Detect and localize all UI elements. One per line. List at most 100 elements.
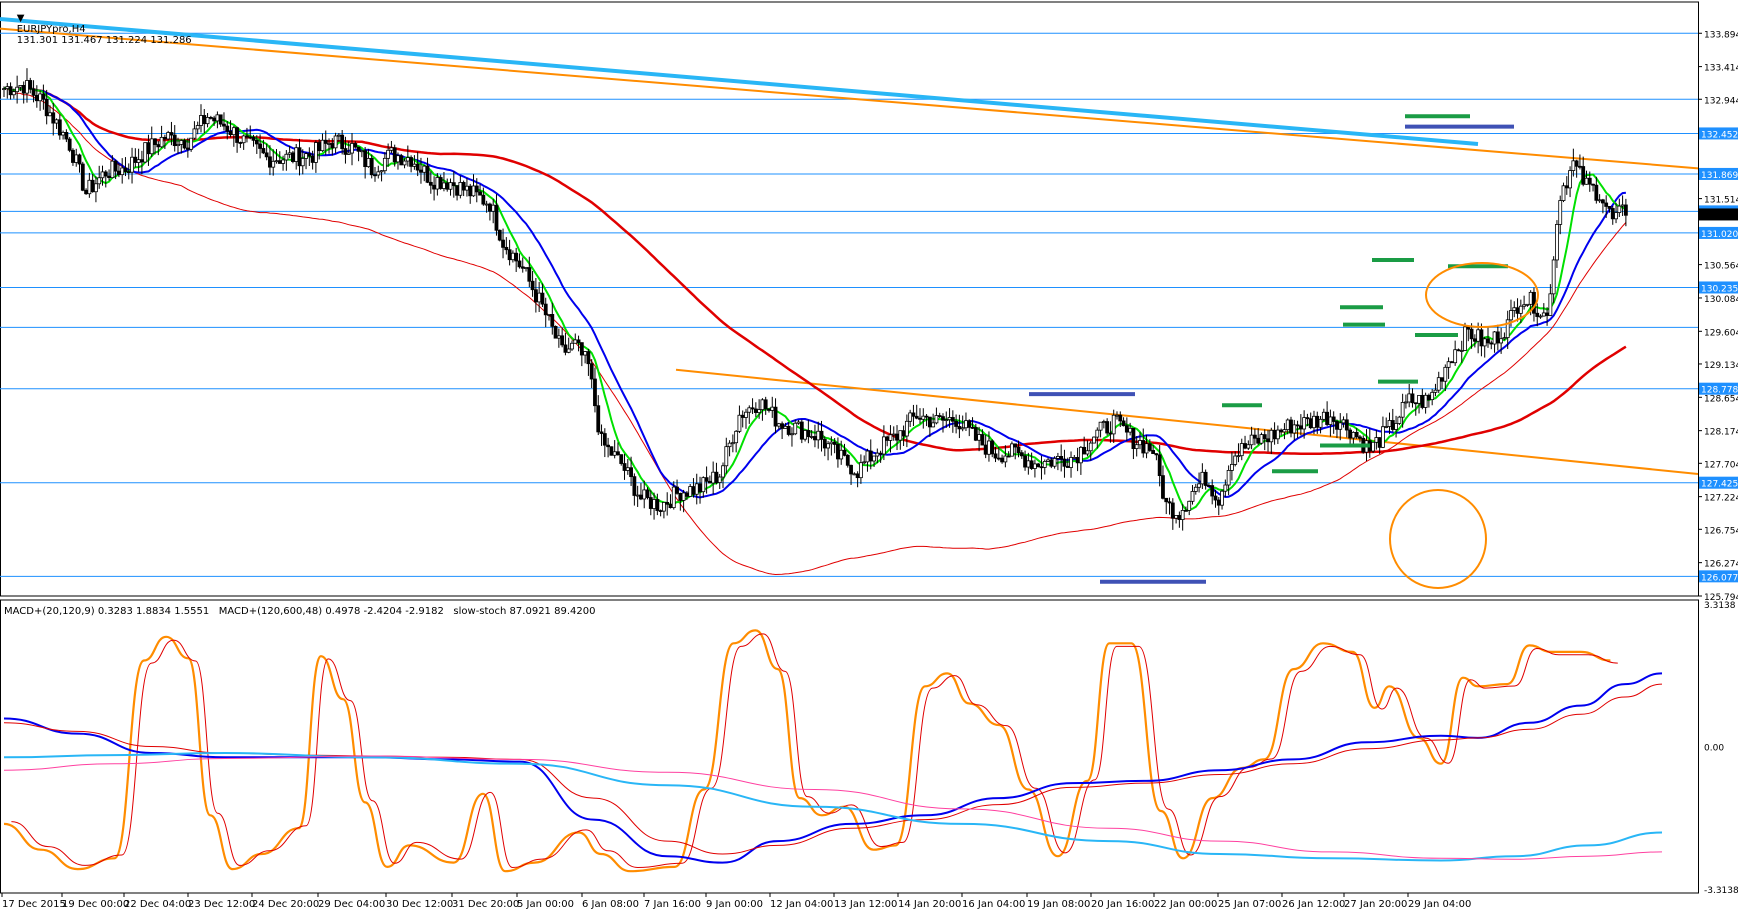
candle-body xyxy=(359,150,364,153)
candle-body xyxy=(520,266,525,269)
candle-body xyxy=(1226,469,1231,486)
candle-body xyxy=(1594,184,1599,201)
candle-body xyxy=(1161,475,1165,499)
candle-body xyxy=(1502,337,1507,340)
candle-body xyxy=(133,156,138,163)
candle-body xyxy=(783,425,788,429)
indicator-pane: 3.3138 0.00 -3.3138 xyxy=(3,601,1738,896)
candle-body xyxy=(415,163,420,171)
candle-body xyxy=(684,492,689,497)
price-tick-label: 132.944 xyxy=(1704,96,1738,106)
candle-body xyxy=(38,93,43,102)
time-tick-label: 27 Jan 20:00 xyxy=(1344,899,1407,910)
candle-body xyxy=(1463,326,1467,351)
candle-body xyxy=(185,147,190,150)
candle-body xyxy=(1151,450,1156,455)
candle-body xyxy=(589,363,594,380)
trend-lines xyxy=(0,16,1699,475)
time-tick-label: 29 Jan 04:00 xyxy=(1408,899,1471,910)
candle-body xyxy=(162,136,167,140)
price-level-tag xyxy=(1699,167,1738,180)
price-tick-label: 129.134 xyxy=(1704,361,1738,371)
candle-body xyxy=(1134,444,1139,450)
price-tick-label: 133.894 xyxy=(1704,30,1738,40)
candle-body xyxy=(1348,429,1352,439)
candle-body xyxy=(455,185,459,196)
candle-body xyxy=(990,440,995,455)
collapse-arrow-icon[interactable]: ▼ xyxy=(16,13,25,24)
candle-body xyxy=(1328,416,1333,425)
candle-body xyxy=(277,160,282,164)
candle-body xyxy=(356,146,361,152)
candle-body xyxy=(1492,331,1497,345)
candle-body xyxy=(1449,361,1454,364)
candle-body xyxy=(294,147,299,162)
ohlc-label: 131.301 131.467 131.224 131.286 xyxy=(16,35,192,46)
candle-body xyxy=(369,158,374,176)
candle-body xyxy=(1505,319,1510,338)
candle-body xyxy=(911,412,916,417)
candle-body xyxy=(918,417,922,420)
candle-body xyxy=(1177,515,1182,520)
candle-body xyxy=(1118,414,1123,422)
candle-body xyxy=(1042,461,1047,468)
candle-body xyxy=(1394,423,1398,430)
candle-body xyxy=(1489,342,1494,345)
candle-body xyxy=(1591,183,1595,186)
indicator-tick-label: 3.3138 xyxy=(1704,601,1736,611)
candle-body xyxy=(291,152,295,162)
candle-body xyxy=(1262,434,1267,440)
candle-body xyxy=(1518,305,1523,314)
candle-body xyxy=(1410,393,1415,404)
candle-body xyxy=(639,494,643,500)
candle-body xyxy=(619,454,624,464)
candle-body xyxy=(803,430,807,440)
candle-body xyxy=(573,339,578,344)
candle-body xyxy=(1193,486,1198,492)
candle-body xyxy=(491,204,496,212)
candle-body xyxy=(648,497,653,509)
candle-body xyxy=(1584,177,1589,185)
candle-body xyxy=(284,153,289,161)
candle-body xyxy=(793,422,798,435)
candle-body xyxy=(172,134,177,147)
candle-body xyxy=(579,342,584,356)
candle-body xyxy=(790,433,794,436)
price-level-tag xyxy=(1699,127,1738,140)
indicator-series-line xyxy=(3,755,1663,860)
cyan-trend-line xyxy=(0,16,1479,146)
candle-body xyxy=(717,476,722,483)
candle-body xyxy=(806,430,811,438)
time-tick-label: 26 Jan 12:00 xyxy=(1282,899,1345,910)
candle-body xyxy=(166,132,171,140)
candle-body xyxy=(481,194,486,205)
candle-body xyxy=(448,182,453,190)
candle-body xyxy=(1433,389,1438,393)
candle-body xyxy=(1154,453,1159,456)
candle-body xyxy=(1029,460,1034,469)
candle-body xyxy=(1430,391,1435,401)
candle-body xyxy=(218,114,223,125)
candle-body xyxy=(44,98,49,117)
candle-body xyxy=(274,160,279,163)
candle-body xyxy=(1358,436,1362,439)
candle-body xyxy=(379,170,384,173)
candle-body xyxy=(737,414,742,432)
candle-body xyxy=(136,159,141,163)
candle-body xyxy=(540,292,545,305)
candle-body xyxy=(707,480,712,484)
candle-body xyxy=(1558,200,1563,225)
candle-body xyxy=(143,142,148,163)
candle-body xyxy=(51,112,56,124)
candle-body xyxy=(1315,415,1320,428)
candle-body xyxy=(488,203,492,212)
indicator-pane-border xyxy=(0,599,1699,894)
candle-body xyxy=(123,167,128,173)
candle-body xyxy=(822,439,827,449)
price-level-tag xyxy=(1699,226,1738,239)
candle-body xyxy=(225,125,230,132)
candle-body xyxy=(1239,443,1244,457)
candle-body xyxy=(1111,414,1116,435)
